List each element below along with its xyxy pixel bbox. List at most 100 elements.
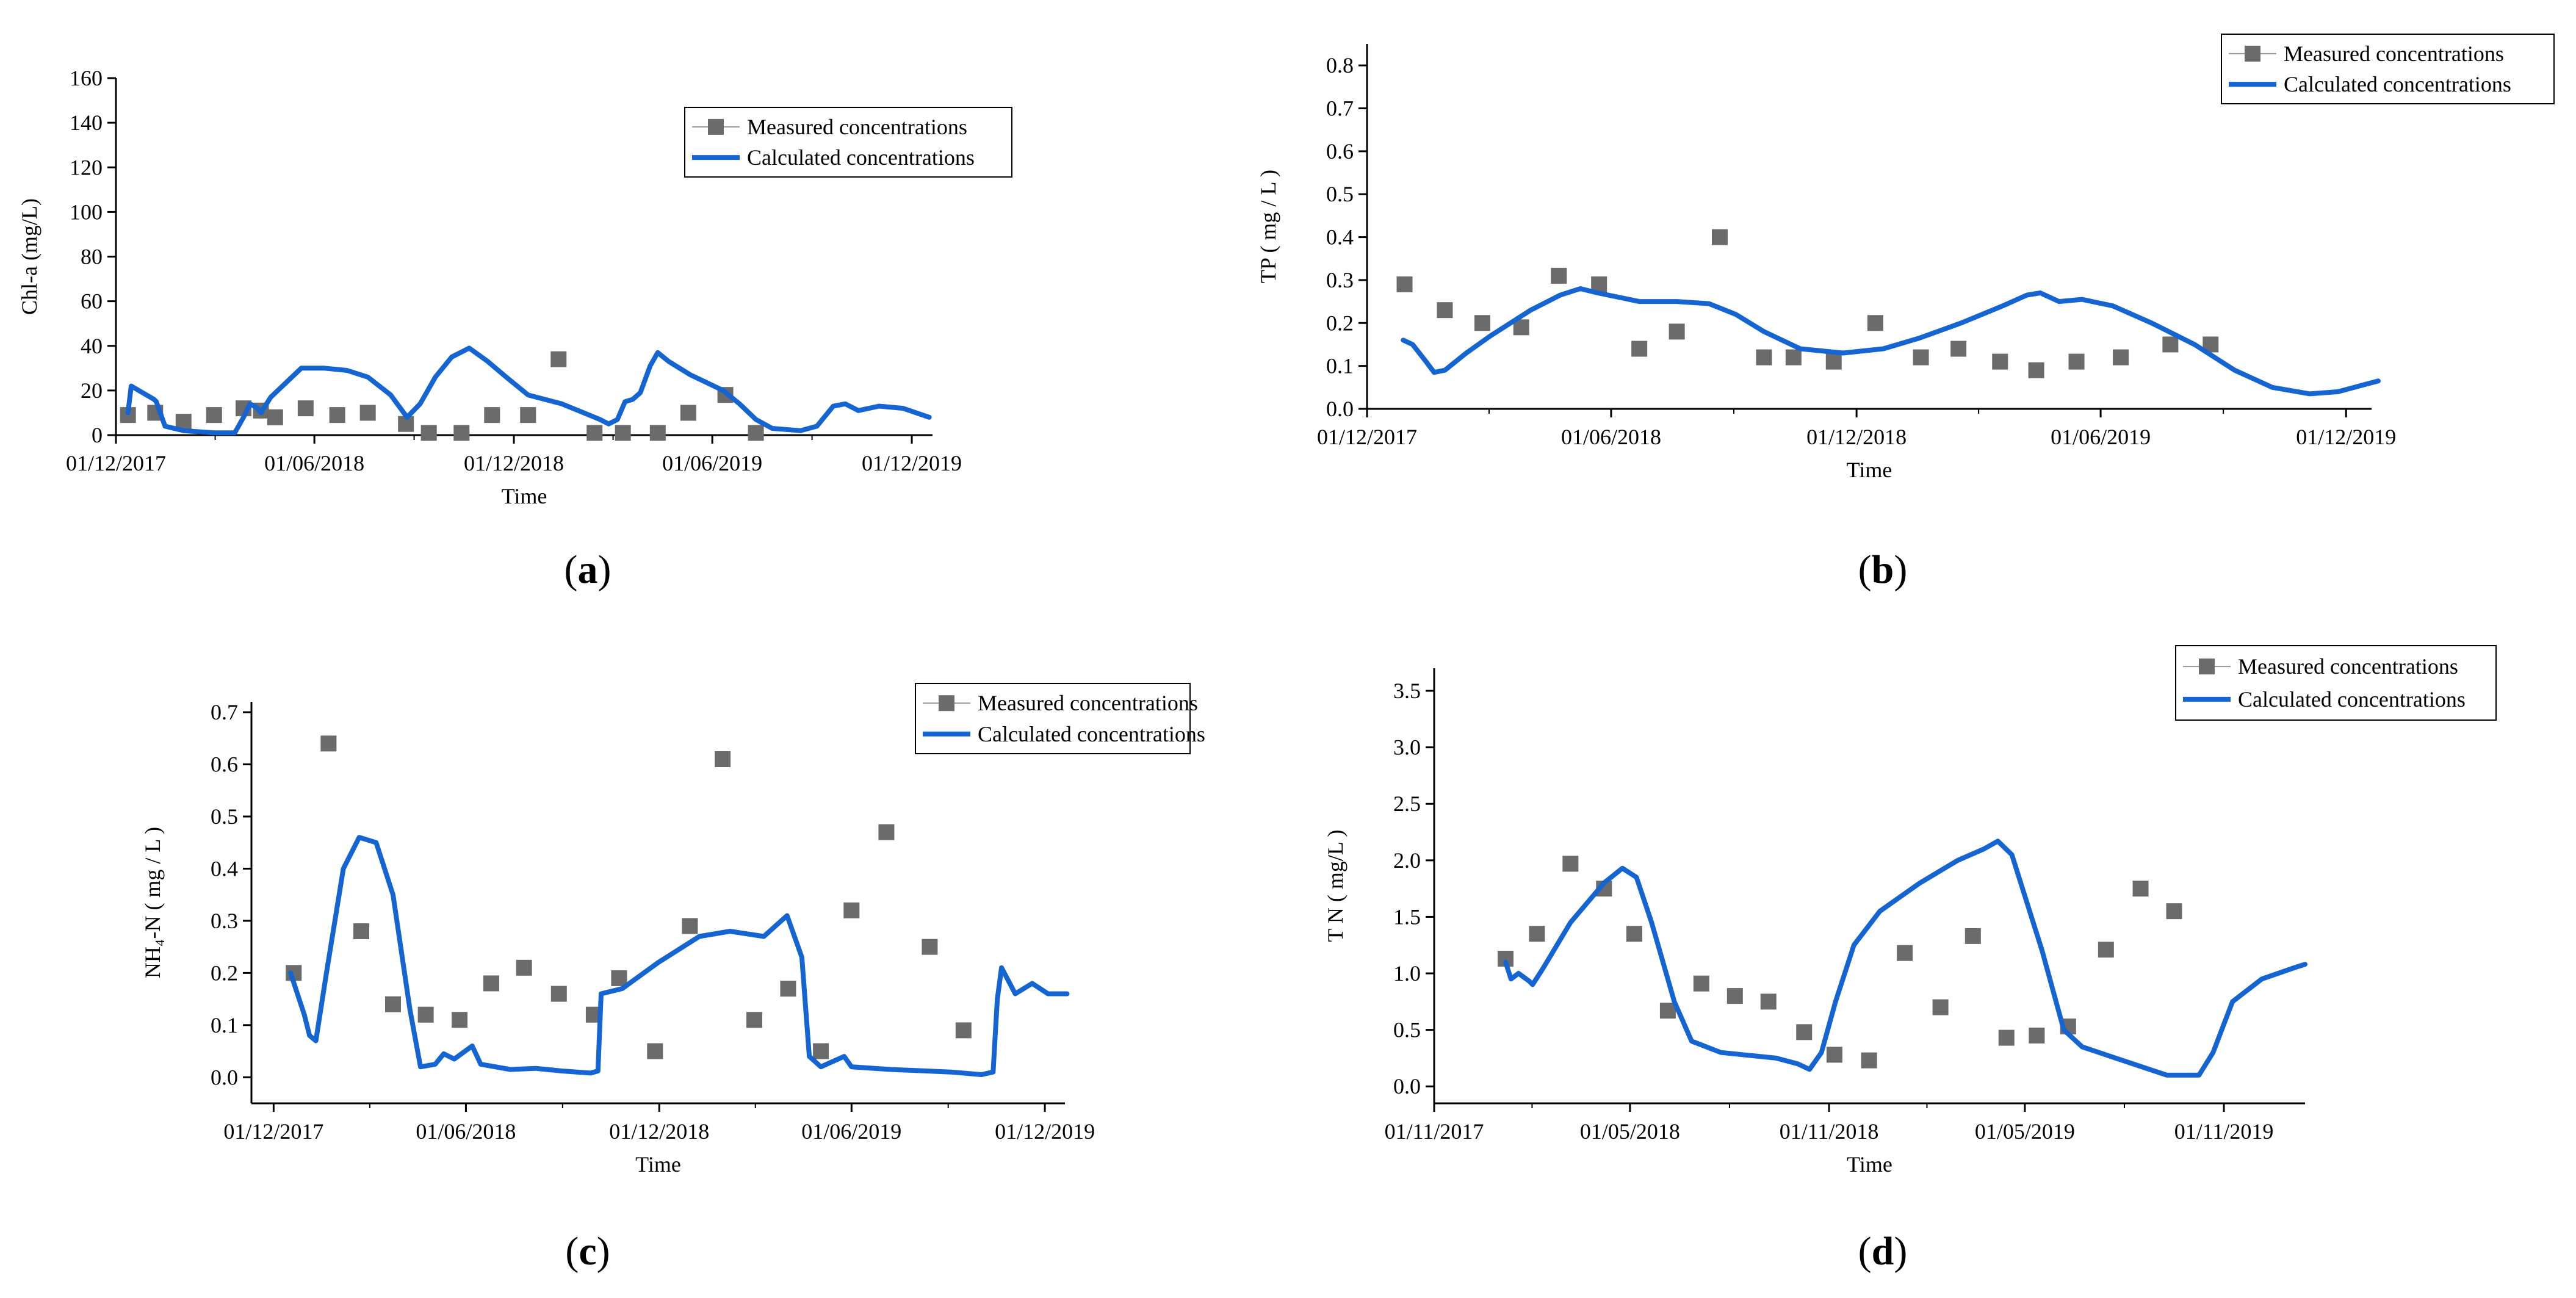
measured-point [1562, 856, 1579, 872]
measured-point [484, 407, 500, 424]
x-tick-label: 01/06/2019 [662, 451, 762, 475]
measured-point [1796, 1024, 1813, 1040]
measured-point [649, 425, 666, 441]
y-tick-label: 0.0 [1393, 1074, 1421, 1098]
legend-measured-label: Measured concentrations [747, 115, 967, 139]
measured-point [1693, 975, 1709, 992]
measured-point [452, 1012, 468, 1028]
measured-point [1529, 926, 1545, 942]
x-tick-label: 01/12/2018 [464, 451, 564, 475]
measured-point [1437, 302, 1453, 319]
measured-point [2029, 1027, 2045, 1044]
y-tick-label: 0.1 [211, 1013, 238, 1037]
x-tick-label: 01/11/2018 [1780, 1119, 1879, 1144]
y-tick-label: 2.5 [1393, 791, 1421, 816]
x-axis-title: Time [635, 1152, 681, 1177]
measured-point [813, 1043, 829, 1059]
y-tick-label: 0.0 [211, 1065, 238, 1089]
calculated-line [1503, 838, 2307, 1078]
measured-point [453, 425, 470, 441]
y-tick-label: 0.4 [1326, 225, 1354, 250]
measured-point [1992, 353, 2008, 370]
legend-calculated-label: Calculated concentrations [2284, 72, 2511, 96]
panel-label: (b) [1858, 547, 1908, 592]
y-axis-title: T N ( mg/L ) [1323, 830, 1348, 942]
measured-point [1551, 267, 1567, 284]
y-tick-label: 140 [70, 110, 103, 135]
measured-point [922, 939, 938, 955]
legend-measured-marker [2245, 45, 2260, 62]
x-tick-label: 01/12/2018 [609, 1119, 709, 1144]
y-axis-title: Chl-a (mg/L) [17, 198, 41, 315]
measured-point [611, 970, 627, 986]
x-tick-label: 01/11/2017 [1385, 1119, 1484, 1144]
measured-point [206, 407, 222, 424]
measured-point [1826, 1047, 1842, 1063]
measured-point [1913, 349, 1929, 366]
measured-point [267, 409, 283, 425]
legend-calculated-label: Calculated concentrations [747, 145, 975, 170]
y-tick-label: 0.5 [211, 804, 238, 829]
y-tick-label: 0.5 [1393, 1018, 1421, 1042]
measured-point [746, 1012, 763, 1028]
measured-point [1932, 999, 1949, 1015]
legend-box [2221, 34, 2555, 104]
measured-point [843, 902, 860, 918]
y-tick-label: 0.3 [211, 909, 238, 933]
legend-box [2175, 645, 2497, 721]
y-axis-title: NH₄-N ( mg / L ) [140, 827, 165, 978]
measured-point [780, 981, 796, 997]
y-tick-label: 20 [81, 378, 103, 403]
measured-point [586, 425, 603, 441]
measured-point [420, 425, 437, 441]
x-tick-label: 01/05/2018 [1580, 1119, 1680, 1144]
x-tick-label: 01/12/2019 [995, 1119, 1095, 1144]
chart-panel-a: 0 20 40 60 80 100 120 140 160 01/12/2017 01/06/201… [17, 66, 1012, 592]
measured-point [520, 407, 536, 424]
measured-point [1897, 945, 1913, 961]
measured-point [615, 425, 631, 441]
calculated-line [288, 835, 1070, 1077]
y-tick-label: 160 [70, 66, 103, 90]
measured-point [2113, 349, 2129, 366]
legend-measured-label: Measured concentrations [2284, 41, 2504, 66]
y-tick-label: 1.0 [1393, 961, 1421, 986]
measured-point [320, 735, 337, 752]
measured-point [682, 918, 698, 934]
y-tick-label: 0 [92, 423, 103, 447]
measured-point [1867, 315, 1883, 331]
legend-calculated-label: Calculated concentrations [978, 722, 1205, 746]
measured-point [516, 959, 532, 976]
measured-point [1474, 315, 1490, 331]
y-tick-label: 100 [70, 200, 103, 224]
x-tick-label: 01/06/2019 [2051, 425, 2151, 449]
measured-point [329, 407, 345, 424]
legend-measured-marker [939, 695, 954, 712]
x-tick-label: 01/06/2018 [1561, 425, 1661, 449]
x-tick-label: 01/12/2019 [862, 451, 962, 475]
legend: Measured concentrations Calculated concen… [2175, 645, 2497, 721]
x-axis-title: Time [1847, 458, 1892, 482]
legend-measured-marker [2199, 658, 2215, 675]
y-tick-label: 0.8 [1326, 53, 1354, 78]
x-tick-label: 01/06/2019 [801, 1119, 901, 1144]
measured-point [550, 351, 567, 367]
y-tick-label: 0.1 [1326, 354, 1354, 378]
y-axis-title: TP ( mg / L ) [1256, 170, 1280, 283]
measured-point [748, 425, 764, 441]
x-tick-label: 01/06/2018 [264, 451, 364, 475]
y-tick-label: 0.6 [1326, 139, 1354, 164]
legend-measured-label: Measured concentrations [2238, 654, 2458, 679]
measured-point [1950, 341, 1967, 357]
legend-box [915, 683, 1191, 754]
y-tick-label: 80 [81, 245, 103, 269]
measured-point [1669, 323, 1685, 340]
legend: Measured concentrations Calculated concen… [2221, 34, 2555, 104]
measured-point [2132, 881, 2149, 897]
legend-measured-marker [708, 118, 724, 135]
legend: Measured concentrations Calculated concen… [915, 683, 1205, 754]
measured-point [417, 1006, 434, 1023]
measured-point [2028, 362, 2044, 378]
measured-point [1861, 1052, 1877, 1069]
chart-panel-b: 0.0 0.1 0.2 0.3 0.4 0.5 0.6 0.7 0.8 01/12/2017 01/… [1256, 34, 2555, 592]
